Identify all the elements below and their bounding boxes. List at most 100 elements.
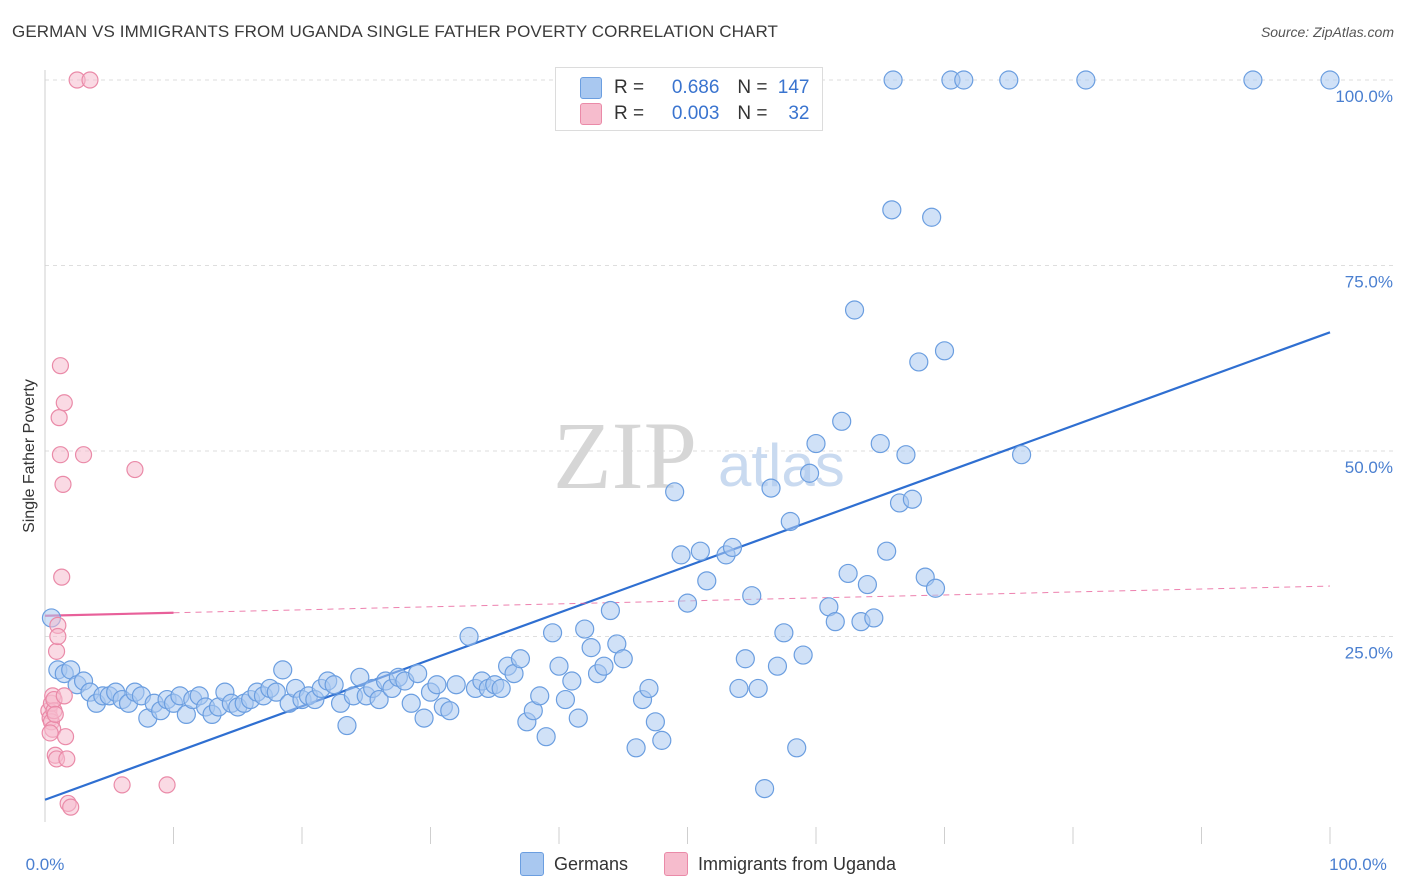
germans-point [902,489,922,509]
germans-point [825,612,845,632]
germans-point [555,689,576,710]
uganda-point [46,705,64,724]
bottom-legend-label-uganda: Immigrants from Uganda [698,853,897,874]
uganda-point [54,475,72,493]
uganda-point [56,728,75,746]
germans-point [549,656,569,676]
source-note: Source: ZipAtlas.com [1260,24,1394,40]
germans-point [761,478,781,498]
germans-point [767,656,788,676]
germans-point [575,619,595,639]
germans-point [1320,70,1340,90]
germans-point [722,537,743,558]
uganda-point [74,446,93,464]
germans-trend-line [44,331,1331,801]
germans-point [729,678,749,699]
germans-point [742,586,762,606]
uganda-point [41,724,59,742]
germans-point [925,578,946,598]
germans-point [934,341,955,361]
bottom-legend-germans: Germans [520,852,628,876]
germans-legend-icon [520,852,544,876]
uganda-point [50,409,68,427]
germans-point [774,623,794,643]
germans-swatch-icon [580,77,602,99]
germans-point [1011,445,1032,465]
germans-point [600,600,621,621]
germans-point [645,712,665,732]
uganda-point [126,460,144,479]
germans-point [510,649,531,669]
legend-row-uganda: R = 0.003 N = 32 [580,102,810,126]
legend-n-value-uganda: 32 [788,103,810,124]
uganda-trend-dashed [173,585,1331,614]
germans-point [401,693,421,713]
germans-point [671,545,691,565]
germans-point [665,482,685,502]
germans-point [857,574,878,595]
germans-point [639,678,659,699]
germans-point [1243,70,1263,90]
germans-point [877,541,897,561]
bottom-legend-label-germans: Germans [554,853,629,874]
legend-n-value-germans: 147 [777,77,810,98]
germans-point [882,200,902,220]
watermark: ZIP atlas [553,402,845,509]
uganda-point [58,750,76,768]
germans-point [613,649,633,669]
y-tick-label: 75.0% [1345,273,1393,292]
germans-point [266,682,286,702]
y-axis-label: Single Father Poverty [21,379,38,533]
germans-point [530,686,550,706]
uganda-trend-line [44,611,174,617]
germans-point [844,300,865,320]
germans-point [677,593,698,613]
germans-point [799,463,820,483]
uganda-point [51,357,70,375]
legend-r-label: R = [614,77,645,98]
uganda-point [158,776,176,794]
germans-point [568,708,588,728]
germans-point [491,678,511,699]
uganda-point [81,71,99,89]
uganda-point [55,687,73,705]
uganda-point [53,568,71,586]
germans-point [626,738,646,758]
germans-point [446,675,466,695]
legend-n-label: N = [737,77,768,98]
germans-point [999,70,1019,90]
germans-point [838,563,858,584]
germans-point [369,689,389,710]
uganda-swatch-icon [580,103,602,125]
chart-title: GERMAN VS IMMIGRANTS FROM UGANDA SINGLE … [12,22,779,41]
germans-point [594,656,614,676]
germans-point [735,649,755,669]
germans-point [690,541,710,561]
uganda-point [113,776,131,794]
germans-point [922,207,942,227]
germans-point [337,715,357,736]
germans-point [1076,70,1096,90]
uganda-point [47,642,66,660]
legend-n-label: N = [737,103,768,124]
germans-point [832,411,852,431]
germans-point [324,675,344,695]
germans-point [864,608,884,628]
germans-point [440,701,460,721]
legend-r-label: R = [614,103,645,124]
germans-point [954,70,974,90]
uganda-point [49,627,67,646]
bottom-legend-uganda: Immigrants from Uganda [664,852,896,876]
germans-point [562,671,582,691]
x-tick-label-min: 0.0% [26,855,65,874]
germans-point [697,571,717,591]
germans-point [581,638,601,658]
germans-point [414,708,434,728]
germans-point [754,779,775,799]
uganda-point [62,798,80,816]
germans-point [459,626,479,647]
germans-point [787,738,807,758]
legend-r-value-germans: 0.686 [671,77,720,98]
x-tick-label-max: 100.0% [1329,855,1387,874]
